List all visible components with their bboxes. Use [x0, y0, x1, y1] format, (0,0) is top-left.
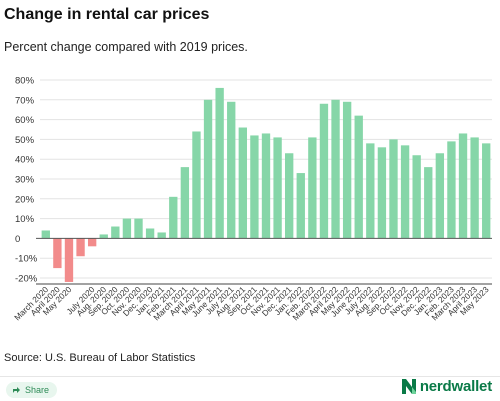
chart-title: Change in rental car prices	[4, 6, 210, 23]
bar-march-2021	[180, 167, 190, 239]
bar-sep-2020	[111, 226, 120, 239]
bar-april-2020	[53, 238, 62, 269]
bar-june-2022	[354, 115, 363, 239]
bar-may-2022	[342, 101, 352, 239]
bar-oct-2022	[400, 145, 410, 239]
bar-nov-2020	[134, 218, 143, 239]
source-note: Source: U.S. Bureau of Labor Statistics	[4, 352, 196, 364]
bar-jan-2021	[157, 232, 166, 239]
bar-jan-2023	[435, 153, 445, 239]
bar-dec-2020	[145, 228, 155, 239]
bar-jan-2022	[296, 173, 305, 239]
brand-name: nerdwallet	[419, 378, 492, 395]
nerdwallet-mark-icon	[401, 379, 416, 394]
bar-dec-2021	[285, 153, 294, 239]
bar-march-2022	[319, 103, 329, 239]
bar-chart: -20% -10% 0 10% 20% 30% 40% 50% 60% 70% 80% March …	[12, 76, 492, 322]
y-tick-label: -10%	[15, 254, 38, 265]
bars	[41, 87, 491, 282]
y-tick-label: 70%	[15, 95, 35, 106]
bar-march-2020	[41, 230, 50, 239]
x-axis	[36, 237, 492, 285]
bar-sep-2022	[389, 139, 398, 239]
bar-aug-2021	[238, 127, 247, 239]
bar-aug-2022	[377, 147, 387, 239]
bar-nov-2021	[273, 137, 282, 239]
y-tick-label: -20%	[15, 274, 38, 285]
bar-sep-2021	[250, 135, 259, 239]
share-icon	[13, 387, 20, 393]
bar-march-2023	[458, 133, 468, 239]
bar-nov-2022	[412, 155, 421, 239]
bar-may-2020	[64, 238, 74, 282]
y-tick-label: 50%	[15, 135, 35, 146]
y-tick-label: 80%	[15, 76, 35, 87]
bar-june-2021	[215, 87, 224, 239]
bar-july-2022	[366, 143, 375, 239]
y-tick-label: 60%	[15, 115, 35, 126]
bar-july-2021	[227, 101, 236, 239]
bar-may-2021	[203, 99, 213, 239]
share-label: Share	[25, 385, 50, 395]
y-tick-label: 0	[15, 234, 20, 245]
bar-feb-2021	[169, 196, 178, 239]
footer-bar: Share nerdwallet	[0, 376, 500, 401]
bar-oct-2021	[261, 133, 271, 239]
y-tick-label: 10%	[15, 214, 35, 225]
nerdwallet-logo[interactable]: nerdwallet	[401, 378, 492, 395]
chart-subtitle: Percent change compared with 2019 prices…	[4, 40, 248, 54]
y-axis-ticks: -20% -10% 0 10% 20% 30% 40% 50% 60% 70% 80%	[15, 76, 38, 285]
bar-april-2022	[331, 99, 340, 239]
bar-dec-2022	[424, 167, 433, 239]
bar-june-2020	[76, 238, 85, 257]
bar-oct-2020	[122, 218, 132, 239]
bar-april-2023	[470, 137, 479, 239]
bar-april-2021	[192, 131, 201, 239]
bar-july-2020	[87, 238, 97, 247]
y-tick-label: 40%	[15, 155, 35, 166]
y-tick-label: 30%	[15, 175, 35, 186]
y-tick-label: 20%	[15, 194, 35, 205]
bar-feb-2022	[308, 137, 317, 239]
bar-feb-2023	[447, 141, 456, 239]
bar-may-2023	[482, 143, 491, 239]
bar-aug-2020	[99, 234, 108, 239]
share-button[interactable]: Share	[6, 382, 58, 398]
